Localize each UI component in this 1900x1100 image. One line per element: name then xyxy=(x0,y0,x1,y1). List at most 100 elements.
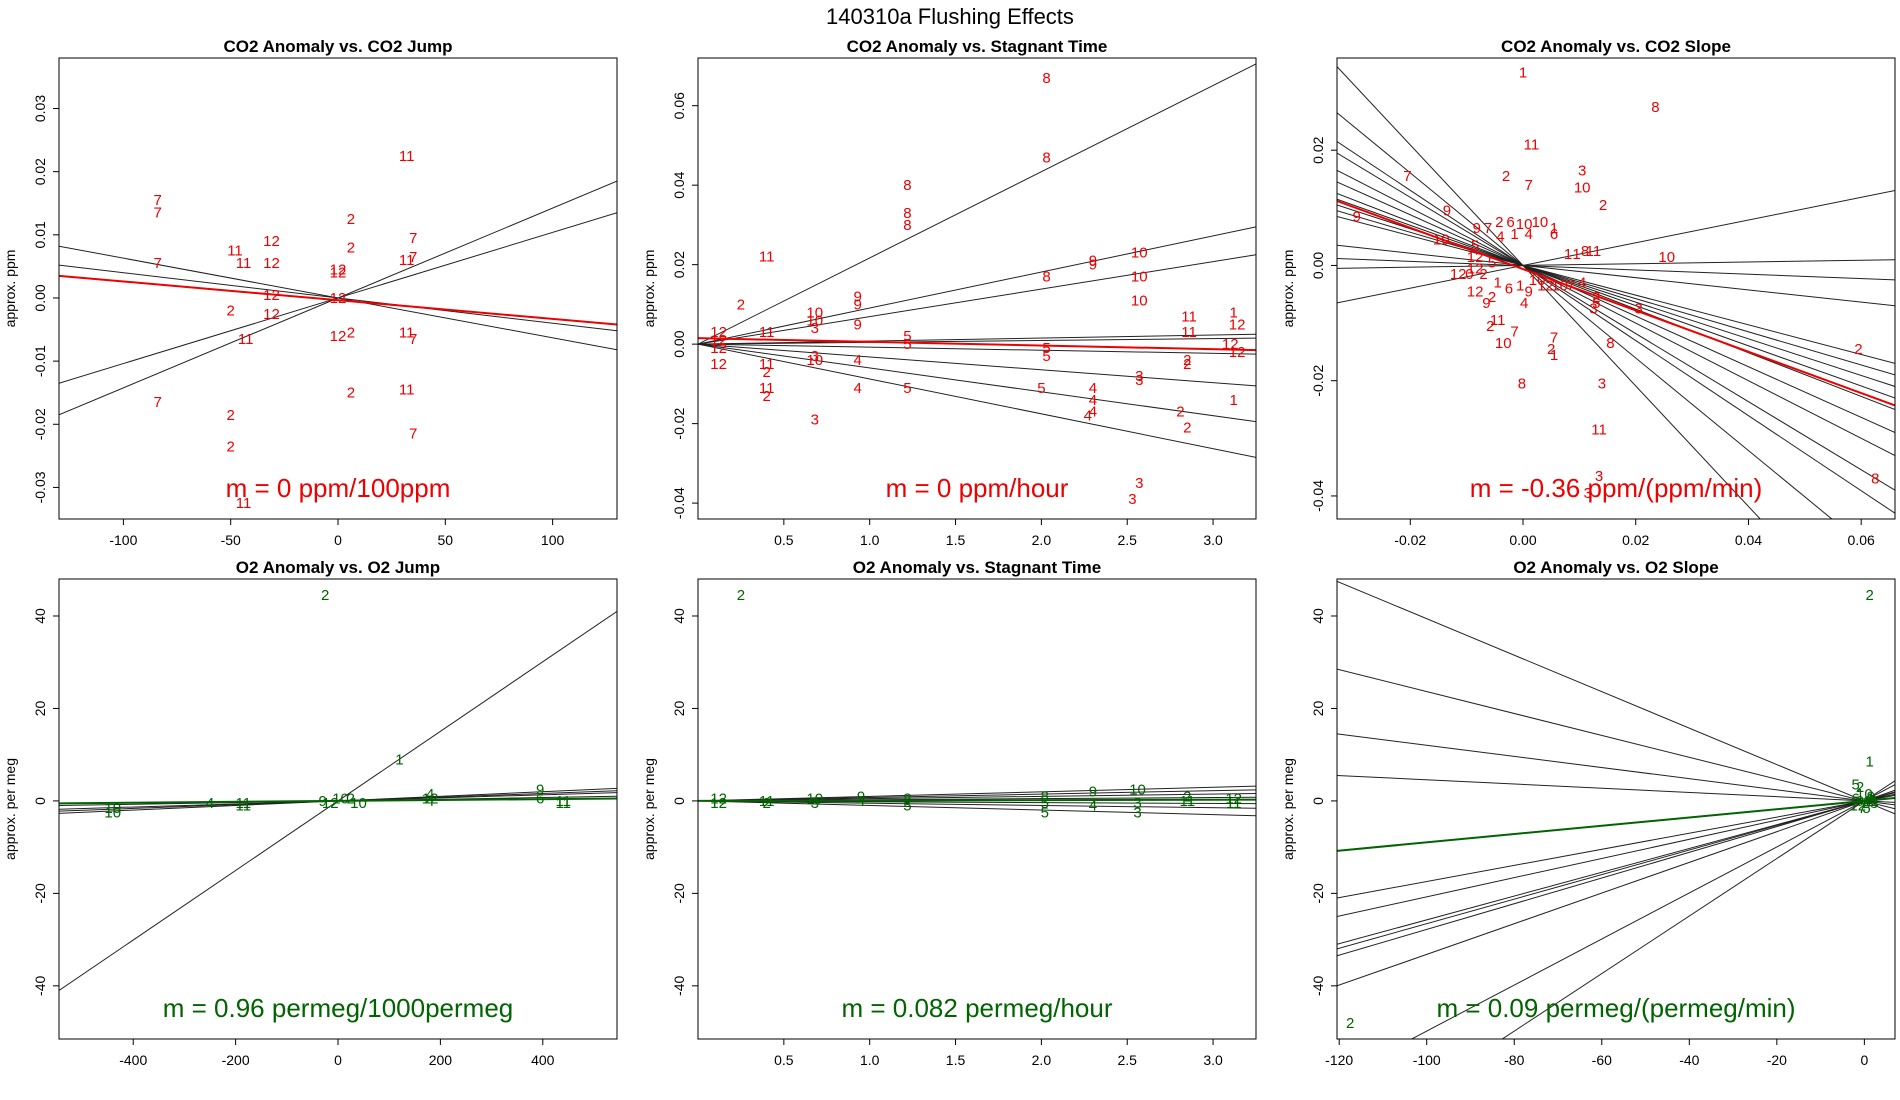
data-point-label: 12 xyxy=(1229,316,1246,333)
fit-line xyxy=(1337,210,1895,376)
data-point-label: 10 xyxy=(332,791,349,808)
data-point-label: 9 xyxy=(1443,203,1451,220)
x-tick-label: 2.5 xyxy=(1117,1052,1137,1068)
data-point-label: 4 xyxy=(1578,275,1586,292)
data-point-label: 12 xyxy=(330,328,347,345)
y-tick-label: -0.02 xyxy=(671,407,687,439)
x-tick-label: 2.0 xyxy=(1032,1052,1052,1068)
slope-annotation: m = 0.082 permeg/hour xyxy=(842,993,1113,1023)
data-point-label: 2 xyxy=(1183,352,1191,369)
data-point-label: 10 xyxy=(1495,335,1512,352)
x-tick-label: -100 xyxy=(109,532,137,548)
fit-line xyxy=(1337,580,1895,815)
y-tick-label: -0.02 xyxy=(32,408,48,440)
x-tick-label: 1.5 xyxy=(946,1052,966,1068)
data-point-label: 3 xyxy=(1135,368,1143,385)
data-point-label: 1 xyxy=(1510,226,1518,243)
data-point-label: 2 xyxy=(227,407,235,424)
y-tick-label: 0.01 xyxy=(32,221,48,248)
data-point-label: 3 xyxy=(1598,376,1606,393)
data-point-label: 12 xyxy=(710,795,727,812)
fit-line xyxy=(1337,181,1895,434)
data-point-label: 8 xyxy=(1581,243,1589,260)
data-point-label: 2 xyxy=(347,211,355,228)
y-tick-label: 0.02 xyxy=(1310,136,1326,163)
data-point-label: 10 xyxy=(1131,292,1148,309)
data-point-label: 11 xyxy=(1863,793,1879,810)
data-point-label: 9 xyxy=(318,793,326,810)
x-tick-label: 50 xyxy=(438,532,454,548)
data-point-label: 12 xyxy=(710,324,727,341)
slope-annotation: m = 0.09 permeg/(permeg/min) xyxy=(1436,993,1795,1023)
mean-fit-line xyxy=(59,797,617,805)
x-tick-label: 0.06 xyxy=(1848,532,1875,548)
data-point-label: 6 xyxy=(1506,214,1514,231)
x-tick-label: 0.5 xyxy=(774,1052,794,1068)
y-tick-label: -40 xyxy=(32,976,48,996)
data-point-label: 6 xyxy=(1505,281,1513,298)
data-point-label: 8 xyxy=(1651,99,1659,116)
data-point-label: 3 xyxy=(1595,468,1603,485)
data-point-label: 5 xyxy=(1851,777,1859,794)
data-point-label: 4 xyxy=(426,793,434,810)
data-point-label: 12 xyxy=(263,233,280,250)
x-tick-label: 0 xyxy=(334,1052,342,1068)
panel-o2-jump: O2 Anomaly vs. O2 Jump approx. per meg -40… xyxy=(2,558,618,1068)
fit-line xyxy=(698,800,1256,809)
data-point-label: 3 xyxy=(1128,491,1136,508)
data-point-label: 1 xyxy=(1493,275,1501,292)
panel-title: CO2 Anomaly vs. Stagnant Time xyxy=(847,37,1108,56)
data-point-label: 9 xyxy=(1089,257,1097,274)
data-point-label: 2 xyxy=(737,587,745,604)
data-point-label: 11 xyxy=(759,793,775,810)
data-point-label: 12 xyxy=(1450,266,1467,283)
plot-frame xyxy=(1336,57,1896,520)
panel-co2-jump: CO2 Anomaly vs. CO2 Jump approx. ppm -100 -… xyxy=(2,37,618,548)
panel-o2-slope: O2 Anomaly vs. O2 Slope approx. per meg -1… xyxy=(1280,558,1896,1068)
plot-frame xyxy=(58,578,618,1040)
mean-fit-line xyxy=(698,337,1256,352)
data-point-label: 7 xyxy=(1567,278,1575,295)
data-point-label: 3 xyxy=(1584,485,1592,502)
data-point-label: 3 xyxy=(1133,795,1141,812)
x-tick-label: 1.0 xyxy=(860,1052,880,1068)
data-point-label: 5 xyxy=(1042,348,1050,365)
fit-line xyxy=(698,226,1256,345)
data-point-label: 10 xyxy=(806,312,823,329)
data-point-label: 2 xyxy=(1486,318,1494,335)
data-point-label: 12 xyxy=(330,290,347,307)
y-tick-label: 0 xyxy=(671,797,687,805)
x-tick-label: 0.02 xyxy=(1622,532,1649,548)
data-point-label: 5 xyxy=(1488,255,1496,272)
data-point-label: 3 xyxy=(811,412,819,429)
x-tick-label: -0.02 xyxy=(1394,532,1426,548)
data-point-label: 11 xyxy=(236,795,252,812)
fit-line xyxy=(698,343,1256,355)
data-point-label: 11 xyxy=(236,495,252,512)
fit-line xyxy=(1337,112,1833,519)
data-point-label: 11 xyxy=(1586,243,1602,260)
y-tick-label: -20 xyxy=(671,883,687,903)
data-point-label: 9 xyxy=(854,288,862,305)
data-point-label: 4 xyxy=(1089,380,1097,397)
data-point-label: 5 xyxy=(1041,804,1049,821)
data-point-label: 4 xyxy=(1865,791,1873,808)
y-tick-label: 0.00 xyxy=(1310,252,1326,279)
data-point-label: 8 xyxy=(1041,788,1049,805)
data-point-label: 2 xyxy=(737,296,745,313)
data-point-label: 2 xyxy=(1183,788,1191,805)
data-point-label: 7 xyxy=(409,249,417,266)
data-point-label: 2 xyxy=(763,364,771,381)
data-point-label: 6 xyxy=(1851,791,1859,808)
fit-line xyxy=(59,264,617,332)
slope-annotation: m = -0.36 ppm/(ppm/min) xyxy=(1470,473,1763,503)
data-point-label: 5 xyxy=(1471,237,1479,254)
y-axis-label: approx. ppm xyxy=(1280,250,1296,328)
plot-frame xyxy=(1336,578,1896,1040)
fit-line xyxy=(1337,152,1895,491)
data-point-label: 3 xyxy=(811,320,819,337)
data-point-label: 3 xyxy=(1870,795,1878,812)
